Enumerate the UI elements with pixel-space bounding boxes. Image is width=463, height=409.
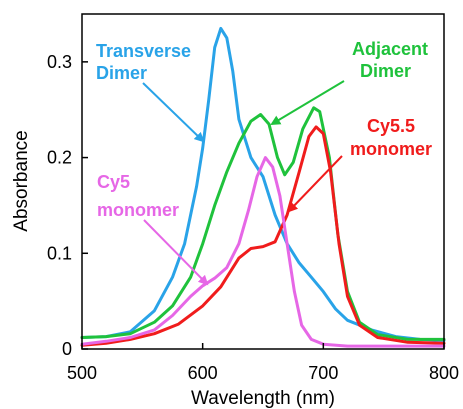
x-axis-title: Wavelength (nm) [191,388,335,409]
annotation-adjacent-arrow [270,80,345,126]
ticks-group: 500 600 700 800 0 0.1 0.2 0.3 [47,52,459,383]
annotation-transverse-dimer: Transverse Dimer [96,41,205,143]
x-tick-label: 800 [429,363,459,383]
y-tick-label: 0.2 [47,148,72,168]
annotation-cy55-monomer: Cy5.5 monomer [287,116,432,213]
annotation-cy5-arrow [143,219,209,286]
y-axis-title: Absorbance [11,130,32,231]
annotation-transverse-line1: Transverse [96,41,191,61]
annotation-cy5-line2: monomer [97,200,179,220]
annotation-adjacent-line1: Adjacent [352,39,428,59]
annotation-adjacent-line2: Dimer [360,61,411,81]
x-tick-label: 600 [188,363,218,383]
annotation-cy55-line2: monomer [350,139,432,159]
x-tick-label: 500 [67,363,97,383]
annotation-cy55-arrow [287,155,343,213]
annotation-adjacent-dimer: Adjacent Dimer [270,39,428,126]
annotation-cy5-line1: Cy5 [97,172,130,192]
annotation-transverse-arrow [142,82,205,143]
annotation-cy55-line1: Cy5.5 [367,116,415,136]
series-line-transverse-dimer [80,26,446,342]
annotation-cy5-monomer: Cy5 monomer [97,172,209,286]
series-group [80,26,446,348]
y-tick-label: 0.1 [47,243,72,263]
series-line-cy5-5-monomer [80,125,446,347]
y-tick-label: 0 [62,339,72,359]
y-tick-label: 0.3 [47,52,72,72]
x-tick-label: 700 [308,363,338,383]
annotation-transverse-line2: Dimer [96,63,147,83]
series-line-cy5-monomer [80,156,446,348]
plot-frame [81,13,445,350]
